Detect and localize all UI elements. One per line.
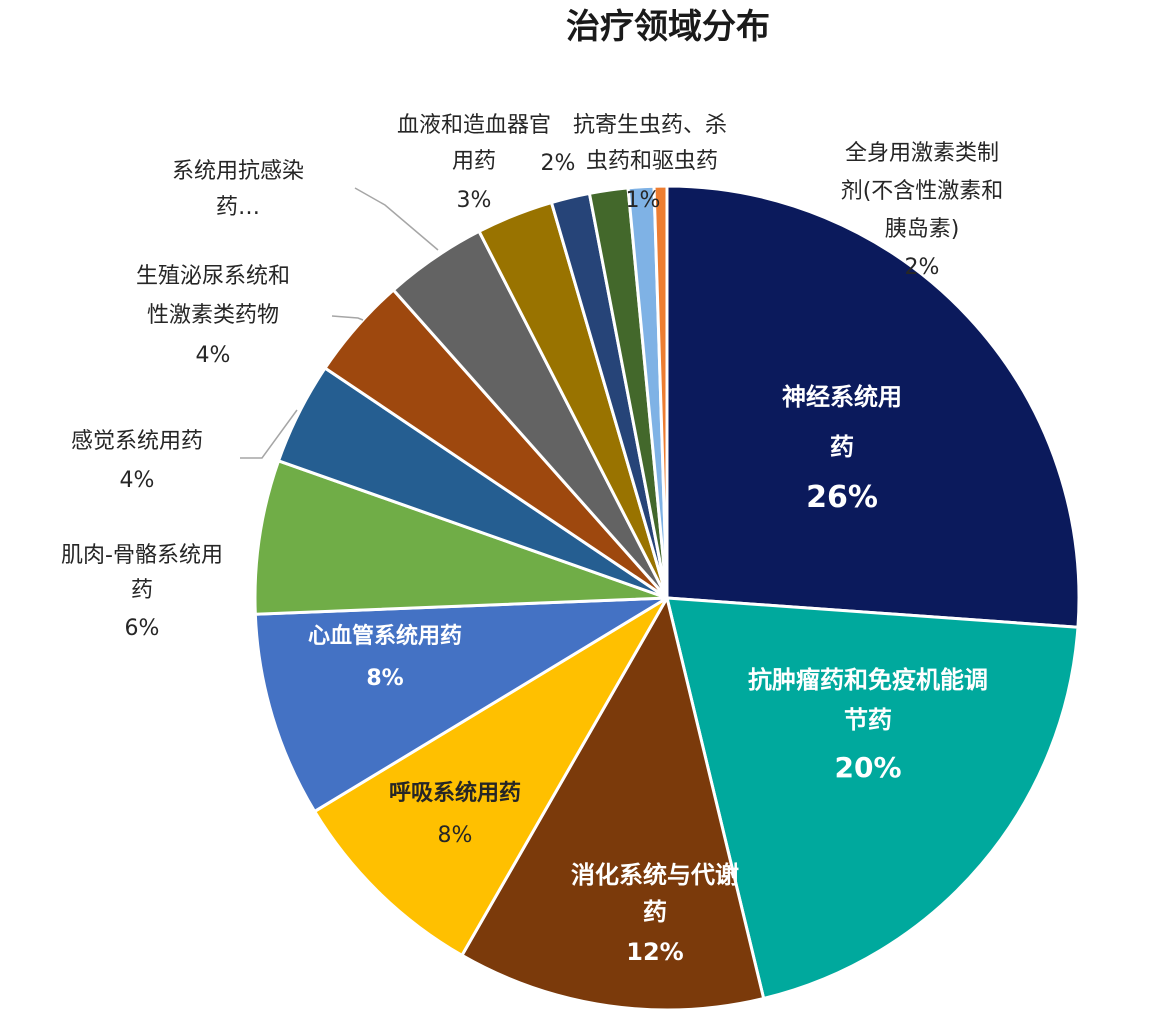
label-sense-pct: 4% (120, 468, 155, 493)
pie-slice-1 (665, 596, 1080, 1001)
label-cardio-pct: 8% (366, 666, 403, 691)
slices-group (253, 184, 1081, 1012)
pie-slice-0 (665, 184, 1081, 629)
label-blood-line1: 血液和造血器官 (397, 113, 551, 138)
label-hormone-line2: 剂(不含性激素和 (841, 179, 1004, 204)
label-onco-pct: 20% (834, 751, 901, 784)
label-anti-line1: 系统用抗感染 (172, 159, 304, 184)
label-resp-line1: 呼吸系统用药 (389, 780, 521, 806)
label-anti-line2: 药… (216, 195, 260, 220)
label-blood-pct: 3% (457, 188, 492, 213)
leader-line-repro (331, 315, 364, 321)
label-derm-pct: 1% (626, 188, 661, 213)
pie-slice-13 (652, 184, 669, 599)
pie-slice-5 (253, 458, 668, 616)
label-digest-line1: 消化系统与代谢 (571, 861, 739, 889)
pie-slice-4 (253, 596, 668, 814)
label-hormone-line1: 全身用激素类制 (845, 141, 999, 166)
label-parasite-line1: 抗寄生虫药、杀 (573, 113, 727, 138)
leader-line-anti (354, 187, 439, 251)
pie-slice-3 (312, 596, 669, 958)
label-neuro-pct: 26% (806, 480, 878, 515)
leader-lines (240, 187, 439, 459)
label-hormone-line3: 胰岛素) (885, 217, 960, 242)
chart-title: 治疗领域分布 (566, 7, 770, 47)
label-digest-line2: 药 (643, 898, 667, 926)
label-onco-line1: 抗肿瘤药和免疫机能调 (748, 666, 988, 694)
label-resp-pct: 8% (438, 823, 473, 848)
label-digest-pct: 12% (626, 938, 683, 966)
label-sense-line1: 感觉系统用药 (71, 429, 203, 454)
label-repro-line1: 生殖泌尿系统和 (136, 264, 290, 289)
leader-line-sense (240, 409, 298, 459)
label-cardio-line1: 心血管系统用药 (308, 623, 462, 649)
label-parasite-line2: 虫药和驱虫药 (586, 149, 718, 174)
label-neuro-line2: 药 (830, 433, 854, 461)
label-repro-line2: 性激素类药物 (147, 303, 279, 328)
label-muscle-line1: 肌肉-骨骼系统用 (61, 543, 223, 568)
label-blood-line2: 用药 (452, 149, 496, 174)
label-muscle-pct: 6% (125, 616, 160, 641)
label-onco-line2: 节药 (844, 706, 892, 734)
label-neuro-line1: 神经系统用 (782, 383, 902, 411)
pie-slice-2 (459, 593, 766, 1012)
label-parasite-pct: 2% (541, 151, 576, 176)
label-repro-pct: 4% (196, 343, 231, 368)
label-muscle-line2: 药 (131, 578, 153, 603)
label-hormone-pct: 2% (905, 255, 940, 280)
